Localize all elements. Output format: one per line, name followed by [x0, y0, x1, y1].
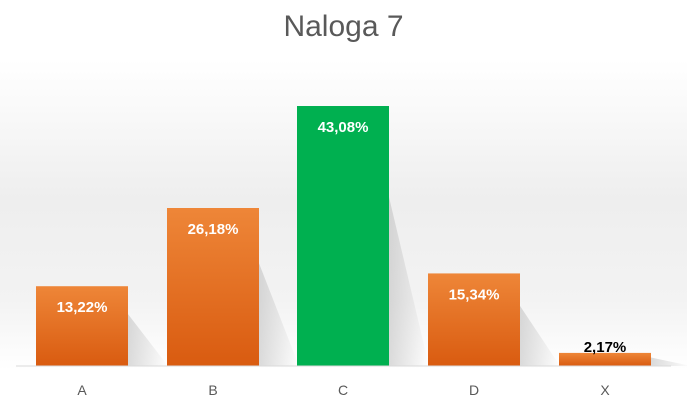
- bar-shadow: [651, 357, 687, 366]
- data-label-b: 26,18%: [188, 221, 239, 238]
- bar-c: [297, 106, 389, 366]
- bar-shadow: [259, 263, 299, 366]
- x-tick-label-b: B: [208, 382, 217, 398]
- data-label-d: 15,34%: [449, 286, 500, 303]
- x-tick-label-c: C: [338, 382, 348, 398]
- bar-shadow: [128, 314, 168, 366]
- bar-b: [167, 208, 259, 366]
- data-label-a: 13,22%: [57, 299, 108, 316]
- data-label-c: 43,08%: [318, 119, 369, 136]
- x-tick-label-a: A: [77, 382, 87, 398]
- chart-title: Naloga 7: [283, 10, 404, 43]
- x-tick-label-d: D: [469, 382, 479, 398]
- data-label-x: 2,17%: [584, 339, 627, 356]
- bar-shadow: [389, 197, 429, 366]
- bar-shadow: [520, 305, 560, 366]
- bar-x: [559, 352, 651, 366]
- bar-a: [36, 286, 128, 366]
- bar-d: [428, 273, 520, 366]
- x-tick-label-x: X: [600, 382, 610, 398]
